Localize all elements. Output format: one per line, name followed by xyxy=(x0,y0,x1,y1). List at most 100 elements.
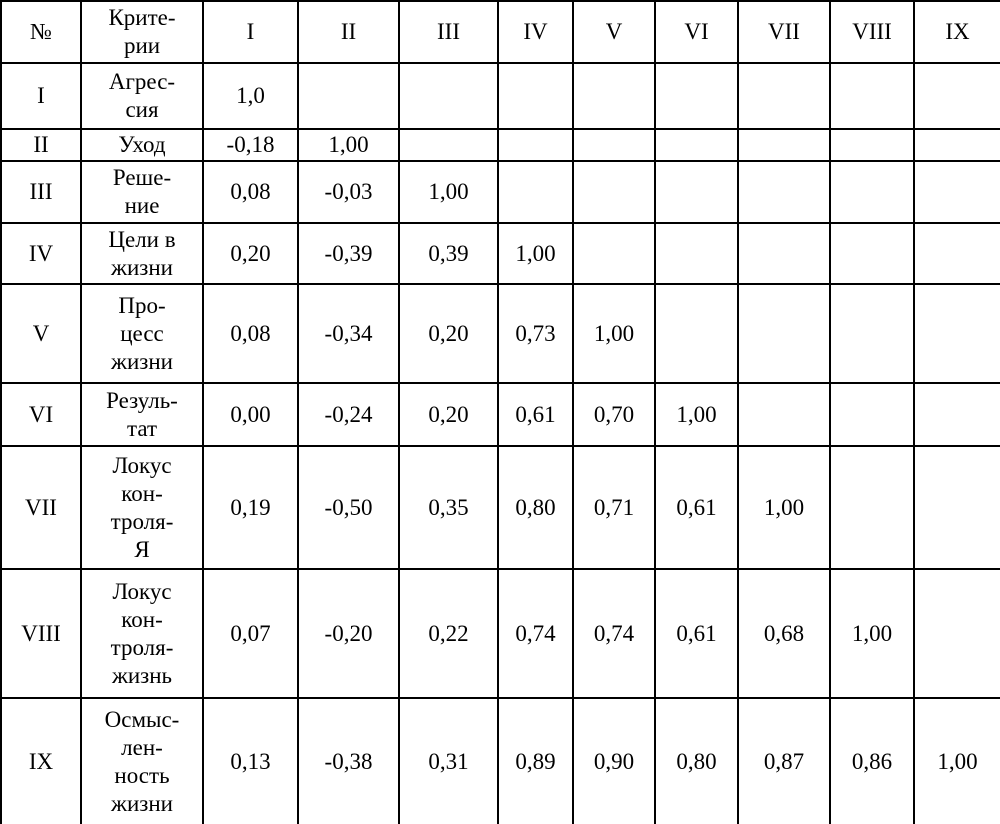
row-criterion-label: Осмыс- лен- ность жизни xyxy=(80,697,204,824)
row-number: V xyxy=(0,283,82,384)
column-header-4: IV xyxy=(497,0,574,64)
value-cell xyxy=(913,283,1000,384)
value-cell xyxy=(737,283,831,384)
value-cell: 0,73 xyxy=(497,283,574,384)
row-criterion-label: Про- цесс жизни xyxy=(80,283,204,384)
value-cell: 0,86 xyxy=(829,697,915,824)
value-cell: 0,31 xyxy=(398,697,499,824)
row-criterion-label: Реше- ние xyxy=(80,160,204,224)
value-cell: 0,13 xyxy=(202,697,299,824)
table-row: VI Резуль- тат 0,00 -0,24 0,20 0,61 0,70 1,00 xyxy=(0,382,1000,447)
value-cell xyxy=(829,160,915,224)
value-cell xyxy=(829,283,915,384)
value-cell: -0,50 xyxy=(297,445,400,570)
value-cell xyxy=(829,222,915,285)
value-cell xyxy=(913,568,1000,699)
row-number: IX xyxy=(0,697,82,824)
value-cell: 0,19 xyxy=(202,445,299,570)
value-cell: 0,00 xyxy=(202,382,299,447)
value-cell: 0,08 xyxy=(202,160,299,224)
value-cell xyxy=(913,128,1000,162)
value-cell xyxy=(398,128,499,162)
column-header-5: V xyxy=(572,0,656,64)
value-cell: 0,89 xyxy=(497,697,574,824)
value-cell: -0,34 xyxy=(297,283,400,384)
value-cell: -0,03 xyxy=(297,160,400,224)
value-cell xyxy=(654,222,739,285)
value-cell xyxy=(829,62,915,130)
row-number: VI xyxy=(0,382,82,447)
value-cell: 0,70 xyxy=(572,382,656,447)
value-cell: -0,18 xyxy=(202,128,299,162)
value-cell xyxy=(829,382,915,447)
column-header-8: VIII xyxy=(829,0,915,64)
row-number: III xyxy=(0,160,82,224)
value-cell xyxy=(654,128,739,162)
value-cell xyxy=(829,445,915,570)
value-cell: 0,90 xyxy=(572,697,656,824)
value-cell: -0,38 xyxy=(297,697,400,824)
value-cell xyxy=(913,445,1000,570)
value-cell xyxy=(829,128,915,162)
value-cell: 1,00 xyxy=(913,697,1000,824)
value-cell: 1,00 xyxy=(497,222,574,285)
value-cell xyxy=(654,160,739,224)
value-cell: 0,61 xyxy=(654,445,739,570)
value-cell: 1,00 xyxy=(297,128,400,162)
column-header-7: VII xyxy=(737,0,831,64)
value-cell: 0,68 xyxy=(737,568,831,699)
value-cell: 0,08 xyxy=(202,283,299,384)
value-cell: 0,20 xyxy=(202,222,299,285)
value-cell: 1,00 xyxy=(829,568,915,699)
table-row: IV Цели в жизни 0,20 -0,39 0,39 1,00 xyxy=(0,222,1000,285)
row-criterion-label: Локус кон- троля- жизнь xyxy=(80,568,204,699)
value-cell xyxy=(737,62,831,130)
value-cell: 0,74 xyxy=(572,568,656,699)
value-cell: 0,22 xyxy=(398,568,499,699)
row-criterion-label: Локус кон- троля- Я xyxy=(80,445,204,570)
value-cell xyxy=(737,222,831,285)
value-cell: 0,80 xyxy=(654,697,739,824)
value-cell xyxy=(737,382,831,447)
row-number: IV xyxy=(0,222,82,285)
value-cell xyxy=(654,283,739,384)
table-row: I Агрес- сия 1,0 xyxy=(0,62,1000,130)
value-cell xyxy=(497,62,574,130)
value-cell: 0,74 xyxy=(497,568,574,699)
column-header-2: II xyxy=(297,0,400,64)
value-cell: 1,00 xyxy=(572,283,656,384)
value-cell xyxy=(654,62,739,130)
value-cell: 0,39 xyxy=(398,222,499,285)
value-cell xyxy=(297,62,400,130)
value-cell: 1,00 xyxy=(737,445,831,570)
value-cell: -0,24 xyxy=(297,382,400,447)
value-cell xyxy=(913,382,1000,447)
table-body: I Агрес- сия 1,0 II Уход -0,18 1,00 III Реше- ни… xyxy=(0,62,1000,824)
row-criterion-label: Уход xyxy=(80,128,204,162)
column-header-1: I xyxy=(202,0,299,64)
column-header-num: № xyxy=(0,0,82,64)
value-cell xyxy=(572,128,656,162)
row-criterion-label: Резуль- тат xyxy=(80,382,204,447)
column-header-9: IX xyxy=(913,0,1000,64)
value-cell: 1,00 xyxy=(398,160,499,224)
value-cell: 0,20 xyxy=(398,382,499,447)
value-cell: 1,0 xyxy=(202,62,299,130)
table-row: IX Осмыс- лен- ность жизни 0,13 -0,38 0,31 0,… xyxy=(0,697,1000,824)
value-cell: -0,20 xyxy=(297,568,400,699)
value-cell: 1,00 xyxy=(654,382,739,447)
row-number: VII xyxy=(0,445,82,570)
value-cell xyxy=(913,160,1000,224)
table-row: VIII Локус кон- троля- жизнь 0,07 -0,20 0,22… xyxy=(0,568,1000,699)
value-cell: 0,20 xyxy=(398,283,499,384)
value-cell xyxy=(497,160,574,224)
row-number: II xyxy=(0,128,82,162)
value-cell xyxy=(497,128,574,162)
value-cell: 0,35 xyxy=(398,445,499,570)
value-cell: -0,39 xyxy=(297,222,400,285)
value-cell xyxy=(913,62,1000,130)
row-number: VIII xyxy=(0,568,82,699)
value-cell: 0,80 xyxy=(497,445,574,570)
